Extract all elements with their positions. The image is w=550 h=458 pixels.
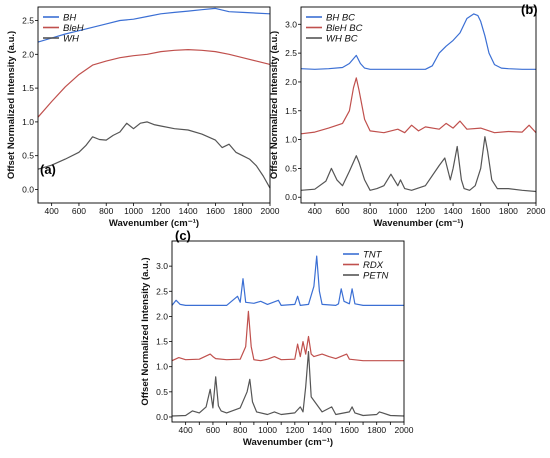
x-tick-label: 400	[45, 206, 59, 216]
x-tick-label: 1000	[388, 206, 407, 216]
x-tick-label: 800	[363, 206, 377, 216]
x-tick-label: 2000	[527, 206, 546, 216]
y-tick-label: 1.0	[22, 117, 34, 127]
x-tick-label: 800	[233, 425, 247, 435]
x-tick-label: 1000	[124, 206, 143, 216]
x-tick-label: 800	[99, 206, 113, 216]
y-tick-label: 1.5	[156, 337, 168, 347]
legend-label: WH	[63, 33, 79, 44]
x-tick-label: 1800	[367, 425, 386, 435]
y-tick-label: 1.0	[156, 362, 168, 372]
x-axis-label: Wavenumber (cm⁻¹)	[109, 218, 199, 229]
x-axis-label: Wavenumber (cm⁻¹)	[373, 218, 463, 229]
y-tick-label: 0.0	[156, 412, 168, 422]
y-tick-label: 2.5	[22, 16, 34, 26]
y-axis-label: Offset Normalized Intensity (a.u.)	[269, 31, 280, 179]
y-axis-label: Offset Normalized Intensity (a.u.)	[140, 257, 151, 405]
x-tick-label: 2000	[395, 425, 414, 435]
panel-c: 400 600 800 1000 1200 1400 1600 1800 2000 0.0 0.5 1…	[140, 228, 414, 448]
x-tick-label: 1800	[499, 206, 518, 216]
y-tick-label: 0.0	[285, 192, 297, 202]
y-tick-label: 0.5	[156, 387, 168, 397]
plot-frame-c	[171, 240, 405, 423]
series-line-c-1	[171, 255, 404, 306]
series-line-b-1	[300, 13, 536, 70]
series-line-a-1	[37, 7, 271, 43]
x-tick-label: 400	[308, 206, 322, 216]
x-tick-label: 1600	[340, 425, 359, 435]
x-tick-label: 1200	[151, 206, 170, 216]
x-axis-label: Wavenumber (cm⁻¹)	[243, 437, 333, 448]
panel-label-a: (a)	[40, 162, 56, 177]
y-tick-label: 2.0	[22, 49, 34, 59]
y-tick-label: 2.0	[285, 77, 297, 87]
x-tick-label: 1000	[258, 425, 277, 435]
legend-label: PETN	[363, 270, 388, 281]
panel-b: 400 600 800 1000 1200 1400 1600 1800 2000 0.0 0.5 1…	[269, 2, 546, 229]
series-line-a-2	[37, 48, 271, 118]
y-tick-label: 0.0	[22, 184, 34, 194]
legend-label: BleH BC	[326, 23, 363, 34]
y-tick-label: 1.5	[22, 83, 34, 93]
y-tick-label: 0.5	[22, 151, 34, 161]
panel-label-c: (c)	[175, 228, 191, 243]
x-tick-label: 1400	[179, 206, 198, 216]
x-tick-label: 1400	[313, 425, 332, 435]
y-tick-label: 2.5	[285, 48, 297, 58]
x-tick-label: 1600	[206, 206, 225, 216]
x-tick-label: 600	[206, 425, 220, 435]
y-tick-label: 1.0	[285, 135, 297, 145]
legend-label: BleH	[63, 23, 84, 34]
plot-frame-a	[37, 6, 271, 204]
y-tick-label: 1.5	[285, 106, 297, 116]
x-tick-label: 600	[72, 206, 86, 216]
x-tick-label: 600	[335, 206, 349, 216]
x-tick-label: 1400	[444, 206, 463, 216]
series-line-b-3	[300, 136, 537, 193]
y-tick-label: 2.5	[156, 286, 168, 296]
legend-label: RDX	[363, 260, 384, 271]
series-line-a-3	[37, 121, 271, 189]
y-tick-label: 0.5	[285, 163, 297, 173]
x-tick-label: 1600	[471, 206, 490, 216]
y-axis-label: Offset Normalized Intensity (a.u.)	[6, 31, 17, 179]
series-line-c-2	[171, 310, 404, 362]
panel-label-b: (b)	[521, 2, 538, 17]
series-line-b-2	[300, 77, 537, 135]
legend-label: WH BC	[326, 33, 358, 44]
y-tick-label: 2.0	[156, 311, 168, 321]
y-tick-label: 3.0	[285, 19, 297, 29]
plot-frame-b	[300, 6, 537, 204]
legend-label: BH	[63, 12, 76, 23]
x-tick-label: 400	[179, 425, 193, 435]
x-tick-label: 2000	[261, 206, 280, 216]
x-tick-label: 1200	[416, 206, 435, 216]
legend-label: BH BC	[326, 12, 355, 23]
series-line-c-3	[171, 351, 405, 417]
legend-label: TNT	[363, 249, 383, 260]
x-tick-label: 1200	[285, 425, 304, 435]
panel-a: 400 600 800 1000 1200 1400 1600 1800 2000 0.0 0.5 1…	[6, 6, 280, 229]
y-tick-label: 3.0	[156, 261, 168, 271]
x-tick-label: 1800	[233, 206, 252, 216]
